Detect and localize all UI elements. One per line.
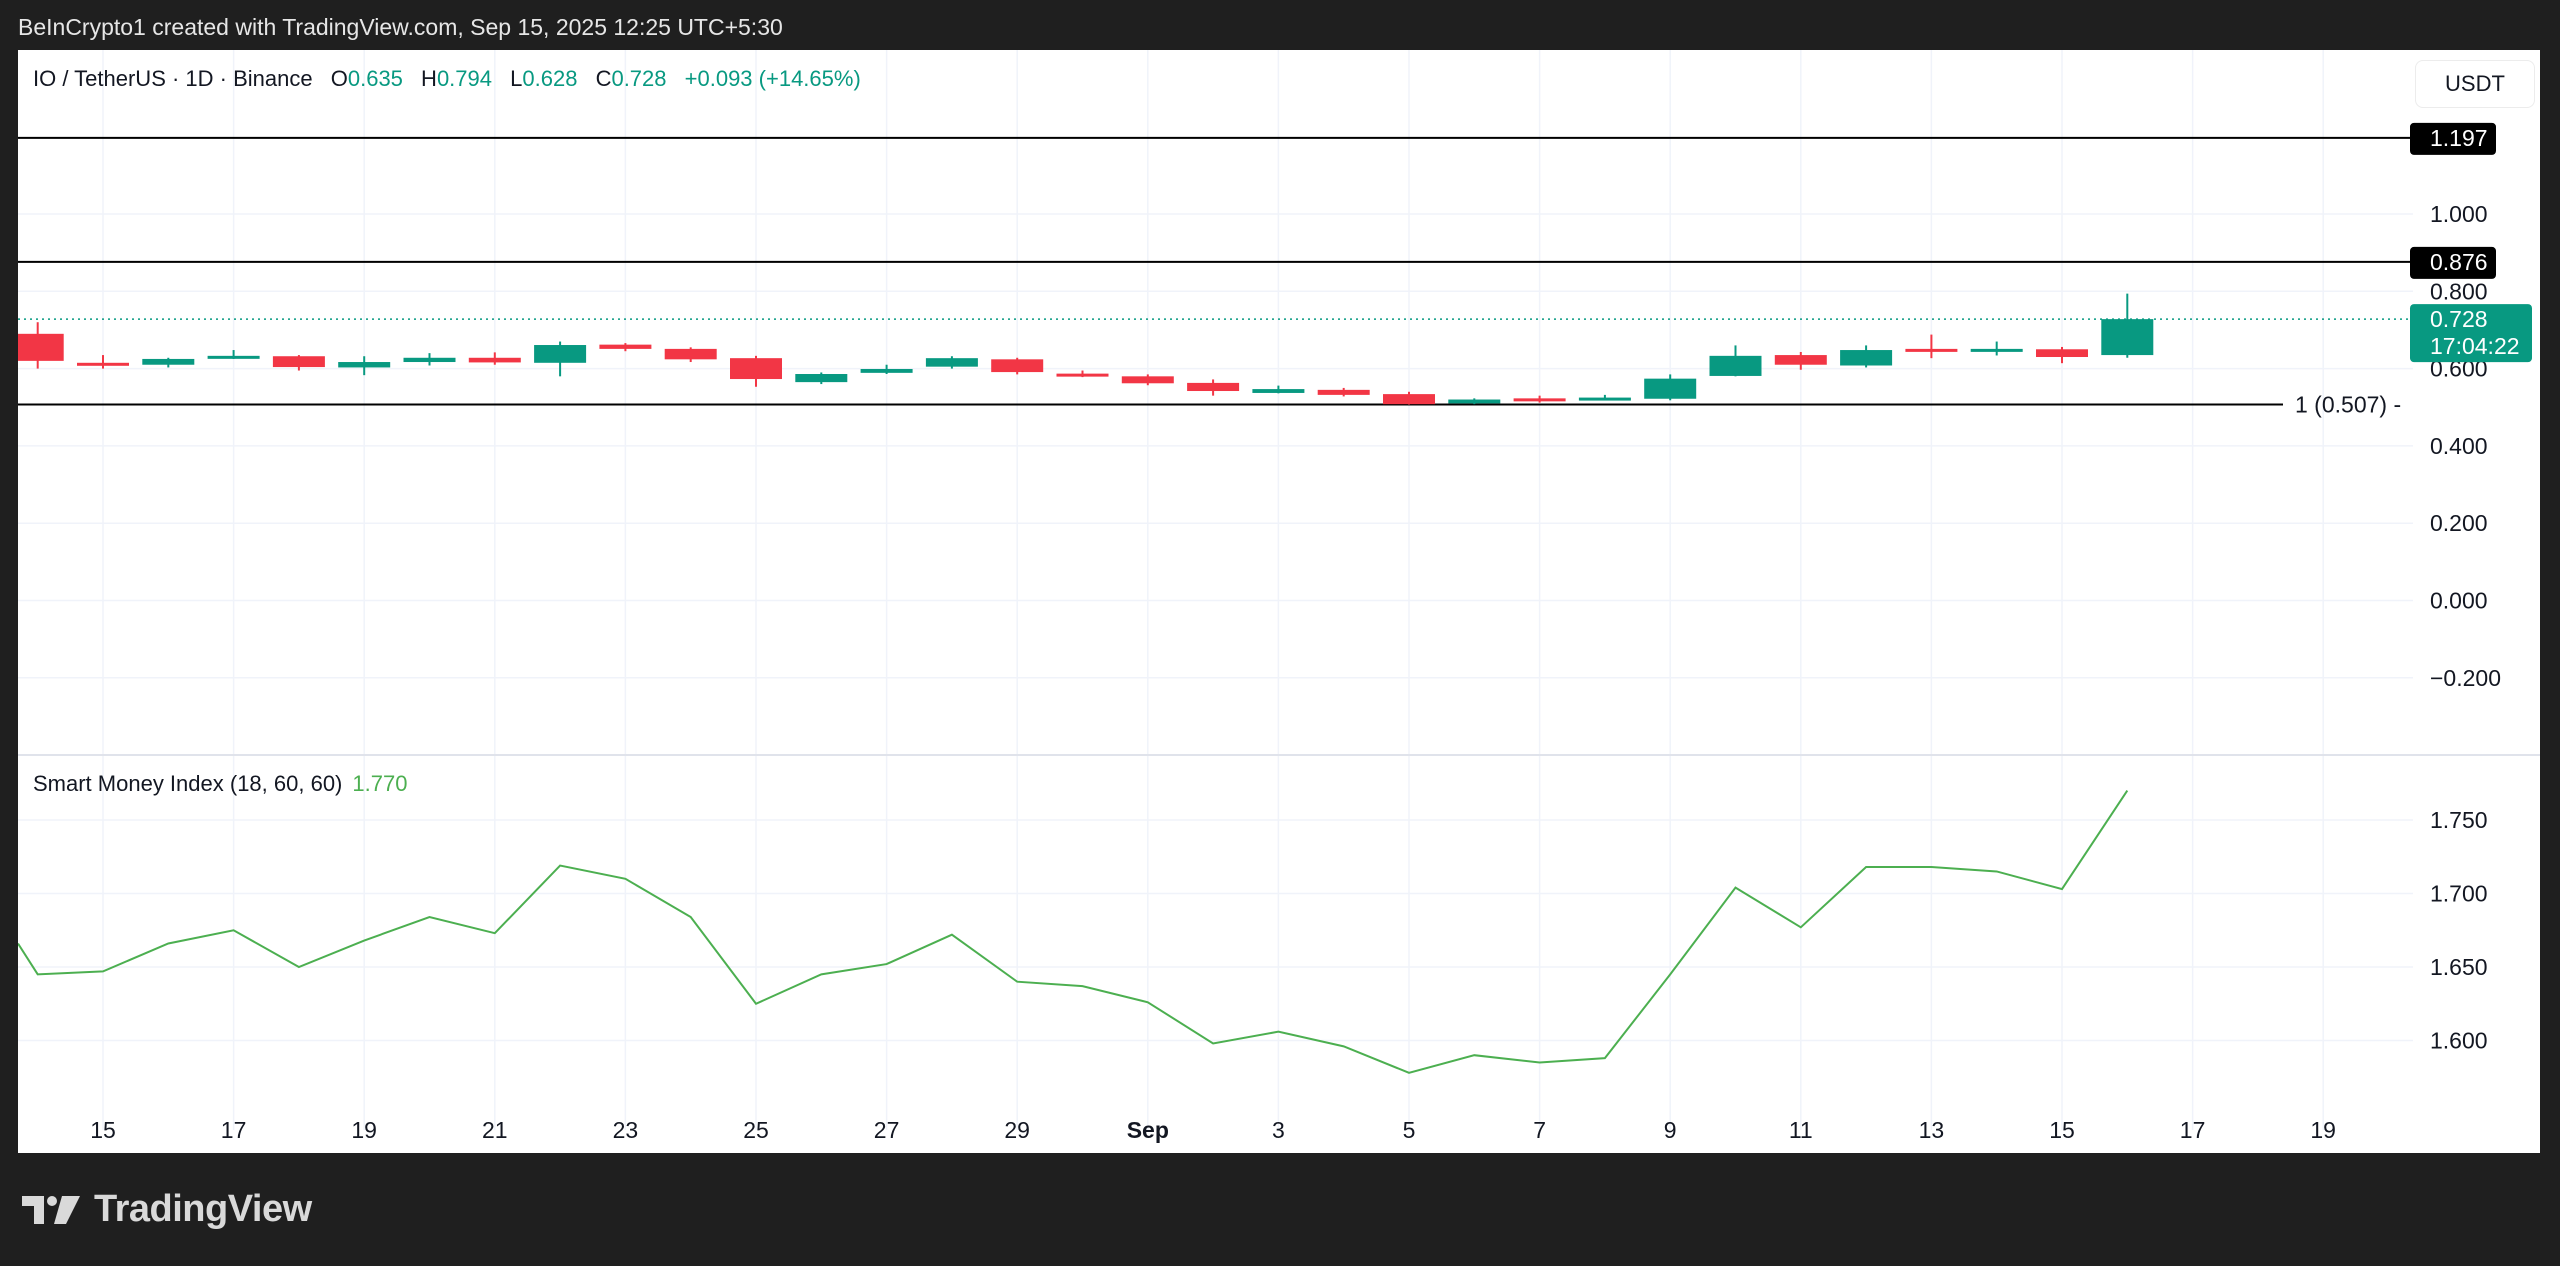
candle[interactable] xyxy=(534,341,587,377)
high-value: 0.794 xyxy=(436,66,492,91)
time-axis-label: 19 xyxy=(351,1117,377,1143)
time-axis-label: 23 xyxy=(613,1117,639,1143)
chart-panel[interactable]: 15 17 19 21 23 25 27 29 Sep 3 5 7 9 11 13 15 17 19 1.000 0.… xyxy=(18,50,2540,1153)
candle[interactable] xyxy=(860,364,913,375)
candle[interactable] xyxy=(1252,385,1305,394)
indicator-tick-label: 1.750 xyxy=(2430,807,2488,833)
price-tick-label: 0.200 xyxy=(2430,510,2488,536)
svg-text:1.197: 1.197 xyxy=(2430,125,2488,151)
candle[interactable] xyxy=(664,347,717,363)
candle[interactable] xyxy=(1513,395,1566,403)
candle[interactable] xyxy=(1970,341,2023,356)
time-axis-label: 5 xyxy=(1403,1117,1416,1143)
chart-canvas[interactable]: 15 17 19 21 23 25 27 29 Sep 3 5 7 9 11 13 15 17 19 1.000 0.… xyxy=(18,50,2540,1153)
candle[interactable] xyxy=(1774,351,1827,370)
candle[interactable] xyxy=(1905,334,1958,359)
price-tick-label: 0.800 xyxy=(2430,278,2488,304)
candle[interactable] xyxy=(338,356,391,376)
symbol-legend: IO / TetherUS · 1D · Binance O0.635 H0.7… xyxy=(33,66,861,91)
tradingview-logo-icon xyxy=(22,1195,80,1224)
candle[interactable] xyxy=(2101,293,2154,358)
candle[interactable] xyxy=(730,355,782,387)
price-badge-0876: 0.876 xyxy=(2410,246,2496,279)
tradingview-logo: TradingView xyxy=(22,1188,312,1231)
attribution-text: BeInCrypto1 created with TradingView.com… xyxy=(18,14,783,40)
time-axis-label: 17 xyxy=(2180,1117,2206,1143)
price-tick-label: 1.000 xyxy=(2430,201,2488,227)
candle[interactable] xyxy=(1578,394,1631,401)
candle[interactable] xyxy=(1187,379,1240,396)
indicator-name: Smart Money Index (18, 60, 60) xyxy=(33,771,343,796)
svg-text:17:04:22: 17:04:22 xyxy=(2430,333,2520,359)
time-axis-label: 27 xyxy=(874,1117,900,1143)
price-tick-label: 0.000 xyxy=(2430,588,2488,614)
symbol-title: IO / TetherUS · 1D · Binance xyxy=(33,66,313,91)
time-axis-label: 9 xyxy=(1664,1117,1677,1143)
fib-label: 1 (0.507) - xyxy=(2295,392,2401,418)
low-value: 0.628 xyxy=(522,66,578,91)
time-axis-label: 17 xyxy=(221,1117,247,1143)
svg-text:0.876: 0.876 xyxy=(2430,249,2488,275)
indicator-tick-label: 1.700 xyxy=(2430,881,2488,907)
candle[interactable] xyxy=(1448,398,1501,405)
time-axis-label: 15 xyxy=(2049,1117,2075,1143)
candle[interactable] xyxy=(1383,391,1435,405)
indicator-tick-label: 1.600 xyxy=(2430,1028,2488,1054)
candle[interactable] xyxy=(991,357,1044,375)
candle[interactable] xyxy=(1317,387,1370,397)
time-axis-label: 11 xyxy=(1789,1117,1813,1143)
price-badge-1197: 1.197 xyxy=(2410,122,2496,155)
candle[interactable] xyxy=(599,343,652,352)
indicator-tick-label: 1.650 xyxy=(2430,954,2488,980)
time-axis-label: 13 xyxy=(1919,1117,1945,1143)
svg-text:0.728: 0.728 xyxy=(2430,306,2488,332)
candle[interactable] xyxy=(1840,345,1893,368)
candle[interactable] xyxy=(1121,374,1174,386)
candle[interactable] xyxy=(403,353,456,366)
close-value: 0.728 xyxy=(611,66,667,91)
candle[interactable] xyxy=(2036,346,2088,364)
candle[interactable] xyxy=(468,352,521,365)
candle[interactable] xyxy=(142,357,195,368)
brand-text: TradingView xyxy=(94,1188,312,1230)
candle[interactable] xyxy=(1709,345,1762,377)
candle[interactable] xyxy=(795,372,848,385)
price-tick-label: −0.200 xyxy=(2430,665,2501,691)
open-value: 0.635 xyxy=(347,66,403,91)
smi-line[interactable] xyxy=(18,790,2129,1074)
time-axis-label: 15 xyxy=(90,1117,116,1143)
candle[interactable] xyxy=(1056,370,1109,378)
indicator-value: 1.770 xyxy=(352,771,408,796)
change-value: +0.093 (+14.65%) xyxy=(684,66,861,91)
indicator-legend: Smart Money Index (18, 60, 60) 1.770 xyxy=(33,771,407,797)
time-axis-label: 29 xyxy=(1004,1117,1030,1143)
candle[interactable] xyxy=(272,355,325,371)
currency-button[interactable]: USDT xyxy=(2415,60,2535,108)
time-axis-label: 7 xyxy=(1533,1117,1546,1143)
time-axis-label: Sep xyxy=(1127,1117,1169,1143)
time-axis-label: 21 xyxy=(482,1117,508,1143)
time-axis-label: 3 xyxy=(1272,1117,1285,1143)
candle[interactable] xyxy=(207,350,260,359)
candle[interactable] xyxy=(925,356,978,369)
candle[interactable] xyxy=(1644,374,1697,401)
time-axis-label: 19 xyxy=(2310,1117,2336,1143)
candle[interactable] xyxy=(77,355,129,369)
candle[interactable] xyxy=(18,322,64,369)
price-tick-label: 0.400 xyxy=(2430,433,2488,459)
time-axis-label: 25 xyxy=(743,1117,769,1143)
